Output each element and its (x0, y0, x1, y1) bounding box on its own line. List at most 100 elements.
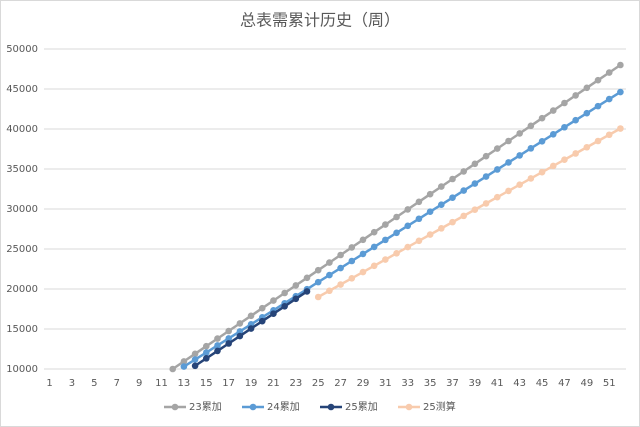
series-marker (202, 349, 210, 356)
series-marker (572, 116, 579, 124)
series-marker (583, 143, 591, 151)
legend-label: 23累加 (189, 401, 222, 413)
series-marker (527, 145, 535, 152)
series-marker (191, 350, 199, 358)
series-marker (482, 173, 490, 180)
series-marker (337, 251, 344, 259)
series-marker (572, 150, 579, 157)
series-marker (393, 213, 400, 221)
series-marker (303, 288, 311, 295)
x-tick-label: 3 (69, 378, 75, 389)
series-marker (527, 122, 535, 130)
series-marker (236, 328, 244, 335)
series-marker (482, 200, 490, 207)
series-marker (460, 212, 468, 220)
series-marker (404, 243, 412, 251)
legend-label: 25累加 (345, 401, 378, 413)
x-tick-label: 43 (513, 378, 526, 389)
series-marker (258, 304, 266, 312)
series-marker (460, 168, 468, 175)
series-marker (202, 342, 210, 350)
series-marker (314, 278, 322, 286)
series-marker (247, 325, 255, 332)
y-tick-label: 35000 (6, 164, 38, 175)
series-marker (326, 287, 333, 295)
series-marker (404, 206, 412, 213)
series-marker (370, 243, 378, 251)
series-line (183, 90, 622, 368)
series-marker (538, 114, 546, 122)
series-marker (370, 262, 378, 270)
series-marker (214, 342, 221, 349)
series-marker (314, 266, 322, 274)
series-marker (617, 125, 624, 132)
series-marker (180, 363, 188, 370)
series-marker (359, 236, 367, 244)
series-marker (493, 145, 501, 152)
x-tick-label: 29 (357, 378, 370, 389)
series-marker (258, 317, 266, 325)
x-tick-label: 23 (289, 378, 302, 389)
series-marker (415, 215, 423, 223)
x-tick-label: 21 (267, 378, 280, 389)
x-tick-label: 13 (178, 378, 191, 389)
series-marker (359, 250, 367, 258)
series-marker (180, 358, 188, 365)
series-marker (303, 274, 311, 282)
series-marker (247, 312, 255, 320)
y-tick-label: 20000 (6, 284, 38, 295)
x-tick-label: 33 (401, 378, 414, 389)
series-line (317, 127, 622, 299)
series-marker (225, 340, 232, 347)
series-marker (236, 332, 244, 340)
series-marker (382, 256, 389, 263)
x-tick-label: 11 (155, 378, 168, 389)
series-marker (605, 95, 613, 103)
series-marker (594, 137, 602, 145)
series-marker (538, 138, 546, 145)
legend-marker (327, 403, 335, 411)
series-marker (337, 281, 344, 288)
series-marker (594, 76, 602, 84)
series-marker (493, 193, 501, 201)
x-tick-label: 1 (46, 378, 52, 389)
series-marker (415, 198, 423, 206)
series-marker (583, 84, 591, 92)
series-marker (281, 289, 288, 297)
series-marker (270, 297, 277, 304)
chart-title: 总表需累计历史（周） (240, 11, 400, 30)
series-marker (415, 237, 423, 245)
series-marker (516, 181, 523, 188)
series-marker (594, 102, 602, 110)
legend-label: 25测算 (423, 400, 456, 413)
series-marker (549, 162, 557, 170)
series-marker (214, 347, 221, 355)
series-marker (561, 99, 568, 107)
series-marker (348, 274, 356, 282)
series-marker (438, 183, 445, 190)
series-marker (505, 159, 512, 166)
y-tick-label: 45000 (6, 84, 38, 95)
series-marker (191, 356, 199, 363)
series-marker (326, 271, 333, 279)
x-tick-label: 49 (580, 378, 593, 389)
series-marker (449, 175, 456, 183)
series-marker (292, 282, 300, 289)
series-marker (426, 190, 434, 198)
y-tick-label: 25000 (6, 244, 38, 255)
series-marker (393, 229, 400, 237)
x-tick-label: 41 (491, 378, 504, 389)
series-marker (202, 355, 210, 362)
series-marker (572, 92, 579, 99)
series-marker (561, 156, 568, 164)
series-marker (426, 231, 434, 238)
x-tick-label: 51 (603, 378, 616, 389)
x-tick-label: 39 (469, 378, 482, 389)
y-tick-label: 10000 (6, 364, 38, 375)
series-marker (505, 187, 512, 195)
legend-marker (405, 403, 413, 411)
x-tick-label: 15 (200, 378, 213, 389)
legend-marker (249, 403, 257, 411)
series-marker (460, 187, 468, 194)
